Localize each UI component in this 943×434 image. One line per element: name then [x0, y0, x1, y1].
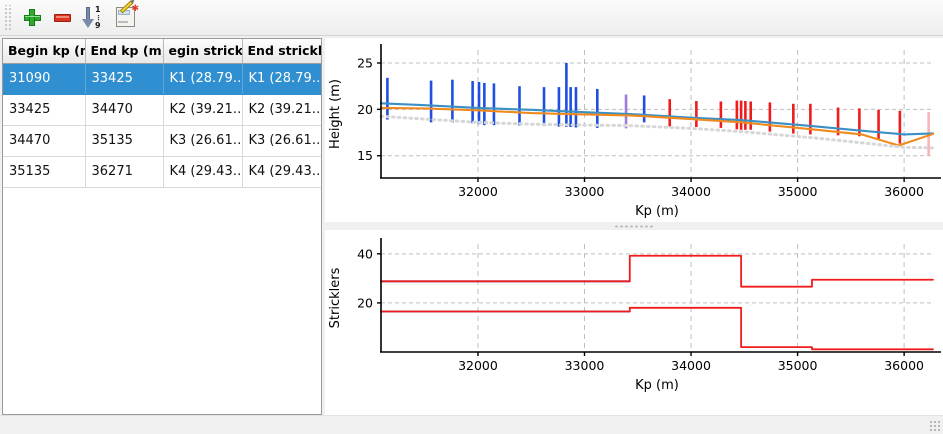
svg-text:40: 40 — [357, 246, 373, 261]
minus-icon — [53, 13, 71, 22]
cell-end-stricklers[interactable]: K4 (29.43… — [242, 156, 321, 188]
cell-end-kp[interactable]: 34470 — [85, 94, 164, 126]
stricklers-chart[interactable]: 20 40 32000 33000 34000 35000 36000 Kp (m) Stric… — [325, 230, 943, 415]
cell-begin-stricklers[interactable]: K3 (26.61… — [163, 125, 243, 157]
svg-text:25: 25 — [357, 55, 373, 70]
cell-begin-kp[interactable]: 34470 — [3, 125, 86, 157]
reaches-table[interactable]: Begin kp (m) End kp (m) egin strickle En… — [3, 39, 321, 188]
toolbar-drag-handle[interactable] — [3, 4, 13, 31]
svg-text:20: 20 — [357, 102, 373, 117]
sort-glyph-dots: ⋮ — [95, 13, 102, 22]
cell-end-stricklers[interactable]: K2 (39.21… — [242, 94, 321, 126]
sort-ascending-icon: 1 ⋮ 9 — [82, 4, 106, 30]
table-row[interactable]: 35135 36271 K4 (29.43… K4 (29.43… — [3, 156, 321, 188]
cell-begin-stricklers[interactable]: K1 (28.79… — [163, 63, 243, 95]
svg-text:33000: 33000 — [565, 358, 605, 373]
svg-text:32000: 32000 — [458, 358, 498, 373]
sort-glyph-bottom: 9 — [95, 20, 101, 30]
splitter-grip[interactable] — [614, 225, 654, 228]
svg-text:36000: 36000 — [884, 358, 924, 373]
chart-splitter[interactable] — [325, 222, 943, 230]
svg-text:Kp (m): Kp (m) — [635, 378, 679, 393]
status-bar — [0, 415, 943, 434]
svg-text:32000: 32000 — [458, 184, 498, 199]
svg-text:Height (m): Height (m) — [328, 79, 343, 149]
column-header-end-stricklers[interactable]: End strickler — [242, 39, 321, 64]
cell-end-kp[interactable]: 36271 — [85, 156, 164, 188]
window-resize-grip[interactable] — [929, 420, 941, 432]
reaches-table-panel[interactable]: Begin kp (m) End kp (m) egin strickle En… — [2, 38, 322, 415]
table-row[interactable]: 34470 35135 K3 (26.61… K3 (26.61… — [3, 125, 321, 157]
sort-button[interactable]: 1 ⋮ 9 — [77, 3, 111, 33]
table-header-row: Begin kp (m) End kp (m) egin strickle En… — [3, 39, 321, 64]
plus-icon — [23, 9, 41, 26]
svg-text:34000: 34000 — [671, 358, 711, 373]
edit-note-icon: ✱ — [115, 0, 139, 28]
sort-glyph-top: 1 — [95, 4, 101, 14]
remove-row-button[interactable] — [47, 3, 77, 33]
column-header-begin-stricklers[interactable]: egin strickle — [163, 39, 243, 64]
cell-end-kp[interactable]: 35135 — [85, 125, 164, 157]
svg-text:34000: 34000 — [671, 184, 711, 199]
cell-begin-kp[interactable]: 35135 — [3, 156, 86, 188]
svg-text:Kp (m): Kp (m) — [635, 204, 679, 219]
cell-begin-kp[interactable]: 33425 — [3, 94, 86, 126]
cell-end-stricklers[interactable]: K3 (26.61… — [242, 125, 321, 157]
cell-begin-stricklers[interactable]: K2 (39.21… — [163, 94, 243, 126]
charts-area: 15 20 25 32000 33000 34000 35000 36000 Kp (m) Hei… — [325, 38, 943, 415]
column-header-end-kp[interactable]: End kp (m) — [85, 39, 164, 64]
stricklers-canvas[interactable]: 20 40 32000 33000 34000 35000 36000 Kp (m) Stric… — [325, 230, 943, 415]
height-profile-canvas[interactable]: 15 20 25 32000 33000 34000 35000 36000 Kp (m) Hei… — [325, 38, 943, 222]
main-toolbar: 1 ⋮ 9 ✱ — [0, 0, 943, 36]
column-header-begin-kp[interactable]: Begin kp (m) — [3, 39, 86, 64]
cell-begin-kp[interactable]: 31090 — [3, 63, 86, 95]
svg-text:35000: 35000 — [778, 358, 818, 373]
cell-end-kp[interactable]: 33425 — [85, 63, 164, 95]
svg-text:33000: 33000 — [565, 184, 605, 199]
svg-text:15: 15 — [357, 148, 373, 163]
table-row[interactable]: 33425 34470 K2 (39.21… K2 (39.21… — [3, 94, 321, 126]
svg-text:35000: 35000 — [778, 184, 818, 199]
edit-button[interactable]: ✱ — [111, 0, 141, 33]
height-profile-chart[interactable]: 15 20 25 32000 33000 34000 35000 36000 Kp (m) Hei… — [325, 38, 943, 222]
cell-end-stricklers[interactable]: K1 (28.79… — [242, 63, 321, 95]
svg-text:36000: 36000 — [884, 184, 924, 199]
table-row[interactable]: 31090 33425 K1 (28.79… K1 (28.79… — [3, 63, 321, 95]
svg-text:Stricklers: Stricklers — [328, 267, 343, 328]
svg-text:20: 20 — [357, 295, 373, 310]
add-row-button[interactable] — [17, 3, 47, 33]
cell-begin-stricklers[interactable]: K4 (29.43… — [163, 156, 243, 188]
